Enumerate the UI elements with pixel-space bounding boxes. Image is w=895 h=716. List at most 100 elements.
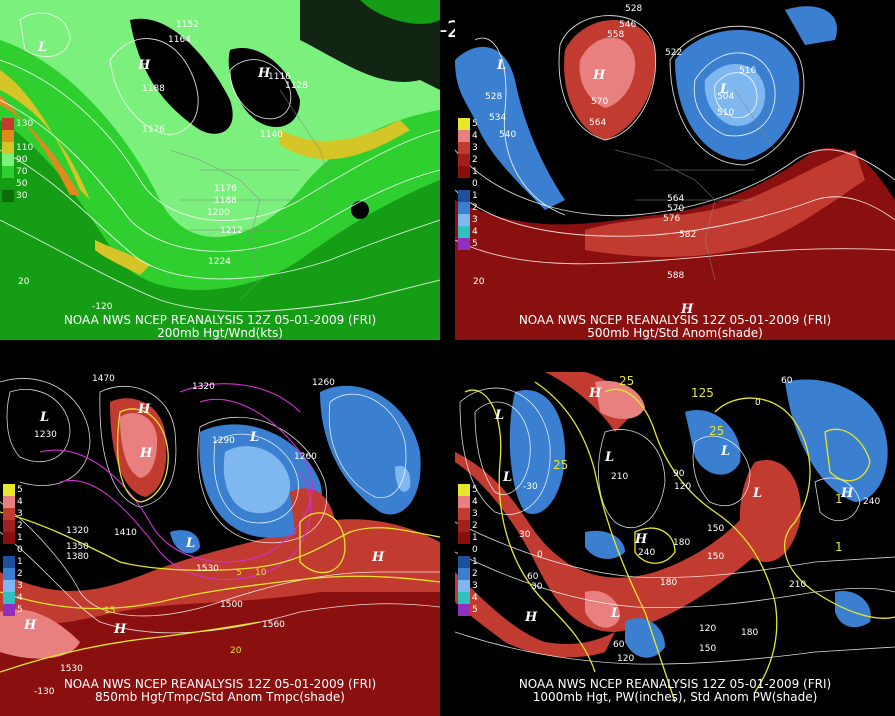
- contour-label: 60: [613, 640, 625, 650]
- scale-label: 4: [17, 593, 23, 603]
- scale-label: 1: [17, 557, 23, 567]
- lon-label: -120: [92, 302, 113, 312]
- panel-850mb-map: [0, 372, 440, 716]
- scale-label: 2: [472, 521, 478, 531]
- high-marker: H: [138, 58, 151, 73]
- low-marker: L: [605, 450, 615, 465]
- lat-label: 20: [473, 277, 485, 287]
- contour-label: 150: [707, 552, 725, 562]
- panel-field: 850mb Hgt/Tmpc/Std Anom Tmpc(shade): [95, 690, 345, 704]
- contour-label: 180: [660, 578, 678, 588]
- contour-label: 1530: [60, 664, 83, 674]
- panel-field: 500mb Hgt/Std Anom(shade): [587, 326, 763, 340]
- panel-source: NOAA NWS NCEP REANALYSIS 12Z 05-01-2009 …: [518, 677, 832, 691]
- temp-label: 15: [104, 606, 116, 616]
- scale-label: 1: [472, 191, 478, 201]
- panel-1000mb-map: [455, 372, 895, 716]
- scale-label: 5: [472, 119, 478, 129]
- scale-label: 4: [472, 227, 478, 237]
- pw-label: 25: [709, 424, 725, 438]
- high-marker: H: [589, 386, 602, 401]
- high-marker: H: [372, 550, 385, 565]
- contour-label: 30: [531, 582, 543, 592]
- scale-label: 0: [17, 545, 23, 555]
- scale-label: 1: [17, 533, 23, 543]
- low-marker: L: [503, 470, 513, 485]
- scale-label: 3: [472, 215, 478, 225]
- contour-label: 1290: [212, 436, 235, 446]
- contour-label: 60: [527, 572, 539, 582]
- contour-label: -30: [523, 482, 538, 492]
- scale-label: 2: [472, 155, 478, 165]
- high-marker: H: [635, 532, 648, 547]
- panel-1000mb: 5 4 3 2 1 0 1 2 3 4 5 L H L L L H H L H …: [455, 372, 895, 716]
- anomaly-color-scale: 5 4 3 2 1 0 1 2 3 4 5: [458, 118, 478, 250]
- contour-label: 1530: [196, 564, 219, 574]
- contour-label: 1320: [66, 526, 89, 536]
- contour-label: 180: [741, 628, 759, 638]
- low-marker: L: [720, 82, 730, 97]
- contour-label: 564: [589, 118, 607, 128]
- scale-label: 5: [472, 239, 478, 249]
- panel-source: NOAA NWS NCEP REANALYSIS 12Z 05-01-2009 …: [63, 677, 377, 691]
- pw-label: 1: [835, 492, 843, 506]
- low-marker: L: [250, 430, 260, 445]
- contour-label: 510: [717, 108, 735, 118]
- scale-label: 2: [17, 569, 23, 579]
- contour-label: 180: [673, 538, 691, 548]
- high-marker: H: [258, 66, 271, 81]
- panel-200mb: 130 110 90 70 50 30 L H H 1152 1164 1188…: [0, 0, 440, 340]
- panel-850mb-title: NOAA NWS NCEP REANALYSIS 12Z 05-01-2009 …: [0, 678, 440, 704]
- lat-label: 20: [18, 277, 30, 287]
- contour-label: 150: [699, 644, 717, 654]
- contour-label: 558: [607, 30, 625, 40]
- contour-label: 582: [679, 230, 697, 240]
- scale-label: 5: [17, 605, 23, 615]
- scale-label: 90: [16, 155, 28, 165]
- contour-label: 240: [638, 548, 656, 558]
- contour-label: 540: [499, 130, 517, 140]
- contour-label: 0: [755, 398, 761, 408]
- contour-label: 528: [625, 4, 643, 14]
- contour-label: 1140: [260, 130, 283, 140]
- panel-500mb-map: [455, 0, 895, 340]
- contour-label: 1560: [262, 620, 285, 630]
- high-marker: H: [24, 618, 37, 633]
- contour-label: 1380: [66, 552, 89, 562]
- contour-label: 1200: [207, 208, 230, 218]
- contour-label: 30: [519, 530, 531, 540]
- pw-label: 1: [835, 540, 843, 554]
- contour-label: 60: [781, 376, 793, 386]
- scale-label: 4: [472, 131, 478, 141]
- contour-label: 1128: [285, 81, 308, 91]
- scale-label: 50: [16, 179, 28, 189]
- scale-label: 110: [16, 143, 34, 153]
- scale-label: 1: [472, 533, 478, 543]
- scale-label: 0: [472, 179, 478, 189]
- contour-label: 120: [674, 482, 692, 492]
- contour-label: 1350: [66, 542, 89, 552]
- panel-1000mb-title: NOAA NWS NCEP REANALYSIS 12Z 05-01-2009 …: [455, 678, 895, 704]
- contour-label: 504: [717, 92, 735, 102]
- low-marker: L: [186, 536, 196, 551]
- scale-label: 3: [472, 581, 478, 591]
- high-marker: H: [841, 486, 854, 501]
- high-marker: H: [114, 622, 127, 637]
- scale-label: 2: [17, 521, 23, 531]
- scale-label: 3: [472, 143, 478, 153]
- scale-label: 5: [17, 485, 23, 495]
- panel-field: 200mb Hgt/Wnd(kts): [157, 326, 283, 340]
- low-marker: L: [611, 606, 621, 621]
- scale-label: 1: [472, 167, 478, 177]
- scale-label: 0: [472, 545, 478, 555]
- contour-label: 0: [537, 550, 543, 560]
- low-marker: L: [38, 40, 48, 55]
- high-marker: H: [593, 68, 606, 83]
- scale-label: 4: [472, 593, 478, 603]
- contour-label: 1176: [214, 184, 237, 194]
- panel-200mb-map: [0, 0, 440, 340]
- scale-label: 30: [16, 191, 28, 201]
- contour-label: 516: [739, 66, 757, 76]
- scale-label: 3: [17, 509, 23, 519]
